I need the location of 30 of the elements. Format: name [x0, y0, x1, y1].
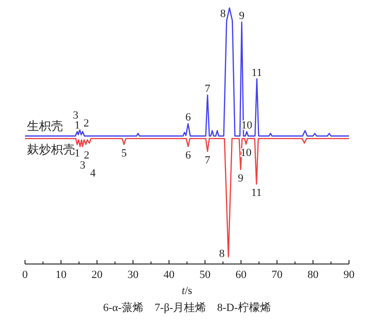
x-tick-label: 30	[128, 269, 139, 281]
peak-label: 7	[204, 83, 210, 96]
peak-label: 9	[238, 172, 244, 185]
caption: 6-α-蒎烯 7-β-月桂烯 8-D-柠檬烯	[103, 302, 271, 314]
peak-label: 6	[185, 150, 191, 162]
peak-label: 2	[84, 150, 90, 162]
x-tick-label: 20	[92, 269, 103, 281]
peak-label: 4	[90, 167, 96, 180]
x-tick-label: 0	[22, 269, 28, 281]
peak-label: 9	[238, 10, 244, 22]
peak-label: 2	[83, 118, 89, 130]
peak-label: 6	[185, 112, 191, 124]
x-tick-label: 10	[56, 269, 67, 281]
peak-label: 3	[72, 110, 78, 122]
x-tick-label: 40	[164, 269, 175, 281]
x-tick-label: 90	[344, 269, 355, 281]
peak-label: 5	[121, 147, 127, 160]
x-tick-label: 50	[200, 269, 211, 281]
x-tick-label: 70	[272, 269, 283, 281]
peak-label: 1	[74, 120, 80, 132]
x-tick-label: 60	[236, 269, 247, 281]
peak-label: 11	[252, 66, 262, 79]
x-axis-title: t/s	[182, 285, 192, 297]
peak-label: 11	[251, 187, 262, 200]
peak-label: 8	[220, 8, 226, 20]
peak-label: 8	[219, 248, 225, 260]
peak-label: 1	[74, 147, 80, 160]
peak-label: 3	[80, 160, 86, 172]
peak-label: 7	[204, 154, 210, 166]
x-tick-label: 80	[308, 269, 319, 281]
